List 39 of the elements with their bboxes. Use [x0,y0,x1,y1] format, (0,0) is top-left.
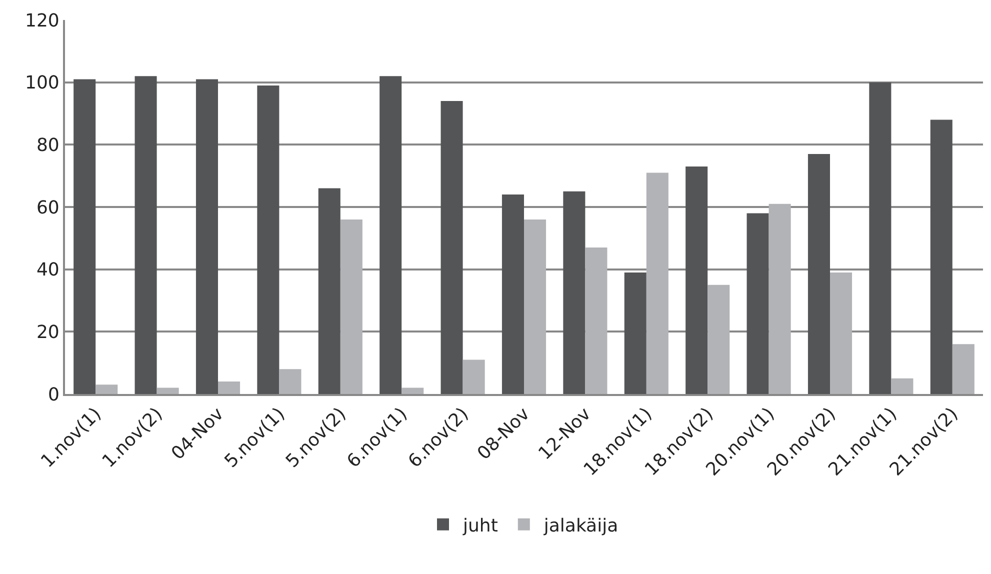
bar [891,378,914,394]
bar [462,360,485,394]
bar [134,76,157,394]
bar [440,101,463,394]
bar [952,344,974,394]
bar [218,382,240,394]
bar [746,213,769,394]
bar [768,204,791,394]
bar [74,79,96,394]
bar [708,284,730,394]
bar [279,369,302,394]
bar [524,219,546,394]
bar [808,154,830,394]
bar [869,82,892,394]
bar [585,248,608,394]
legend-label: juht [462,515,498,536]
y-tick-label: 80 [36,134,60,156]
y-tick-label: 120 [25,10,60,32]
y-tick-label: 20 [36,322,60,343]
bar [563,191,586,394]
legend-label: jalakäija [542,515,618,536]
bar [624,272,646,394]
y-tick-label: 100 [25,72,60,94]
bar [156,388,179,394]
bar [96,384,118,394]
y-tick-label: 40 [36,260,60,281]
bar [257,85,280,394]
bar [686,166,708,394]
y-tick-label: 60 [36,197,60,218]
bar [196,79,218,394]
bar [318,188,340,394]
bar [402,388,424,394]
bar [340,219,362,394]
bar [930,120,952,394]
y-tick-label: 0 [48,384,60,406]
bar [380,76,402,394]
bar [502,194,524,394]
bar [646,172,668,394]
bar [830,272,852,394]
